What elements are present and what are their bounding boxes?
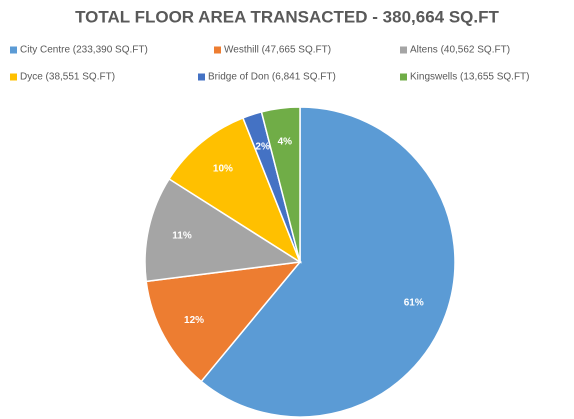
legend-swatch xyxy=(10,73,17,81)
data-label: 2% xyxy=(255,142,270,153)
legend-label: Westhill (47,665 SQ.FT) xyxy=(224,45,331,56)
pie-slice xyxy=(144,177,303,283)
legend-label: Bridge of Don (6,841 SQ.FT) xyxy=(208,72,336,83)
pie-slice xyxy=(145,261,302,383)
legend-label: City Centre (233,390 SQ.FT) xyxy=(20,45,148,56)
legend-swatch xyxy=(198,73,205,81)
data-label: 10% xyxy=(213,163,233,174)
legend-swatch xyxy=(400,46,407,54)
legend-label: Altens (40,562 SQ.FT) xyxy=(410,45,510,56)
legend-swatch xyxy=(10,46,17,54)
legend-label: Kingswells (13,655 SQ.FT) xyxy=(410,72,530,83)
data-label: 4% xyxy=(278,137,293,148)
legend-label: Dyce (38,551 SQ.FT) xyxy=(20,72,115,83)
data-label: 61% xyxy=(404,298,424,309)
data-label: 11% xyxy=(172,230,192,241)
pie-slice xyxy=(168,116,302,264)
chart-title: TOTAL FLOOR AREA TRANSACTED - 380,664 SQ… xyxy=(75,7,499,26)
legend-swatch xyxy=(214,46,221,54)
pie-slice xyxy=(200,106,456,418)
data-label: 12% xyxy=(184,315,204,326)
legend-swatch xyxy=(400,73,407,81)
pie-slice xyxy=(260,106,301,263)
